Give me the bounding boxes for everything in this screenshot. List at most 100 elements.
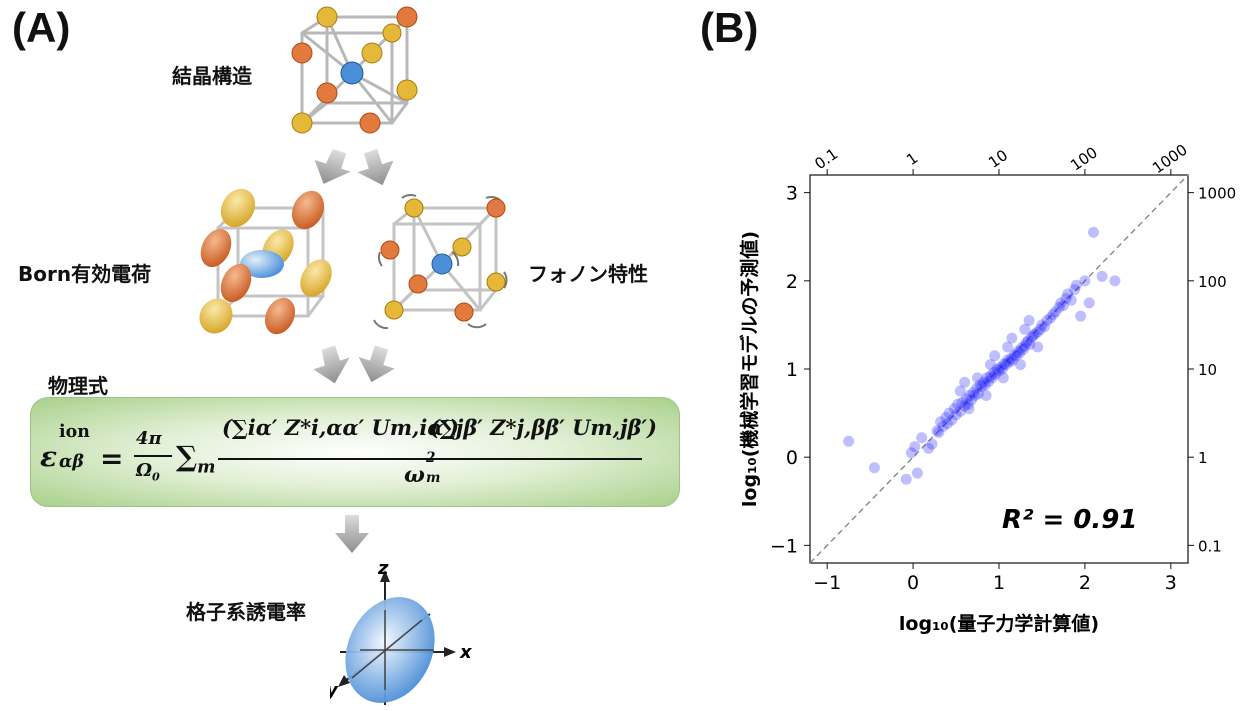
data-point xyxy=(972,372,984,384)
equation-prefactor-den: Ω0 xyxy=(136,460,160,484)
data-point xyxy=(991,363,1003,375)
data-point xyxy=(933,426,945,438)
data-point xyxy=(1079,275,1091,287)
data-point xyxy=(1070,279,1082,291)
arrows-to-properties-icon xyxy=(314,149,394,186)
data-point xyxy=(1109,275,1121,287)
data-point xyxy=(1075,310,1087,322)
data-point xyxy=(909,441,921,453)
data-point xyxy=(1022,335,1034,347)
arrows-to-formula-icon xyxy=(313,345,395,384)
physics-formula-label: 物理式 xyxy=(48,374,108,398)
data-point xyxy=(1010,350,1022,362)
data-point xyxy=(1041,315,1053,326)
data-point xyxy=(967,387,979,399)
data-point xyxy=(1057,300,1069,312)
equation-lhs: ε ion αβ xyxy=(40,422,90,473)
right-tick-label: 10 xyxy=(1198,361,1217,379)
r2-annotation: R² = 0.91 xyxy=(1002,505,1137,535)
data-point xyxy=(935,416,947,428)
data-point xyxy=(969,389,981,401)
data-point xyxy=(1047,308,1059,320)
right-tick-label: 100 xyxy=(1198,273,1227,291)
data-point xyxy=(960,393,972,405)
scatter-chart: −1 −1 0.1 0.1 0 0 1 1 1 1 10 10 2 2 100 100 3 3 1000 1000 R… xyxy=(738,141,1236,635)
data-point xyxy=(971,382,983,394)
data-point xyxy=(1003,356,1015,368)
x-tick-label: 0 xyxy=(907,572,919,594)
data-point xyxy=(966,394,978,406)
data-point xyxy=(1015,342,1027,354)
data-point xyxy=(1032,341,1044,353)
arrow-to-permittivity-icon xyxy=(335,515,369,553)
equation-numerator-right: (∑jβ′ Z*j,ββ′ Um,jβ′) xyxy=(430,415,657,440)
y-tick-label: 0 xyxy=(786,447,798,469)
data-point xyxy=(1062,288,1074,300)
data-point xyxy=(931,425,943,437)
data-point xyxy=(962,398,974,410)
phonon-label: フォノン特性 xyxy=(528,262,648,286)
data-point xyxy=(959,376,971,388)
phonon-illustration xyxy=(373,193,508,330)
data-point xyxy=(952,398,964,410)
right-tick-label: 1000 xyxy=(1198,185,1236,203)
y-axis-label: y xyxy=(330,680,339,701)
y-tick-label: 3 xyxy=(786,183,798,205)
data-point xyxy=(911,467,923,479)
equation-box xyxy=(30,397,680,507)
data-point xyxy=(979,379,991,391)
main-fraction-line xyxy=(218,458,642,460)
data-point xyxy=(926,438,938,450)
data-point xyxy=(980,389,992,401)
data-point xyxy=(1026,331,1038,343)
data-point xyxy=(954,405,966,417)
data-point xyxy=(1000,359,1012,371)
data-point xyxy=(1032,326,1044,338)
data-point xyxy=(990,368,1002,380)
identity-reference-line xyxy=(809,174,1189,564)
data-point xyxy=(956,397,968,409)
prefactor-fraction-line xyxy=(134,455,172,457)
data-point xyxy=(916,432,928,444)
data-point xyxy=(954,385,966,397)
x-tick-label: −1 xyxy=(813,572,841,594)
data-point xyxy=(996,363,1008,375)
data-point xyxy=(900,473,912,485)
data-point xyxy=(1060,292,1072,304)
data-point xyxy=(1005,352,1017,364)
x-tick-label: 2 xyxy=(1079,572,1091,594)
data-point xyxy=(984,370,996,382)
data-point xyxy=(997,372,1009,384)
data-point xyxy=(1088,226,1099,238)
equation-equals: = xyxy=(100,442,124,475)
permittivity-label: 格子系誘電率 xyxy=(186,600,306,624)
data-point xyxy=(981,372,993,384)
data-point xyxy=(1019,340,1031,352)
data-point xyxy=(1019,323,1031,335)
y-axis-title: log₁₀(機械学習モデルの予測値) xyxy=(738,231,761,507)
data-point xyxy=(959,400,971,412)
permittivity-ellipsoid-illustration: z x y xyxy=(330,560,473,705)
equation-numerator-left: (∑iα′ Z*i,αα′ Um,iα′) xyxy=(222,415,459,440)
panel-b-label: (B) xyxy=(700,4,759,51)
data-point xyxy=(984,359,996,371)
data-point xyxy=(943,407,955,419)
right-tick-label: 1 xyxy=(1198,449,1208,467)
x-axis-title: log₁₀(量子力学計算値) xyxy=(899,612,1099,635)
data-point xyxy=(1002,341,1014,353)
data-point xyxy=(1017,344,1029,356)
data-point xyxy=(1050,306,1062,318)
data-point xyxy=(948,403,960,415)
data-point xyxy=(1053,301,1065,313)
data-point xyxy=(1065,294,1077,306)
top-tick-label: 100 xyxy=(1067,143,1101,174)
data-point xyxy=(1036,319,1048,331)
panel-a-label: (A) xyxy=(12,4,71,51)
top-tick-label: 0.1 xyxy=(811,145,841,173)
data-point xyxy=(1083,297,1095,309)
data-point xyxy=(1020,337,1032,349)
data-point xyxy=(976,381,988,393)
data-point xyxy=(983,375,995,387)
data-point xyxy=(1069,284,1081,296)
